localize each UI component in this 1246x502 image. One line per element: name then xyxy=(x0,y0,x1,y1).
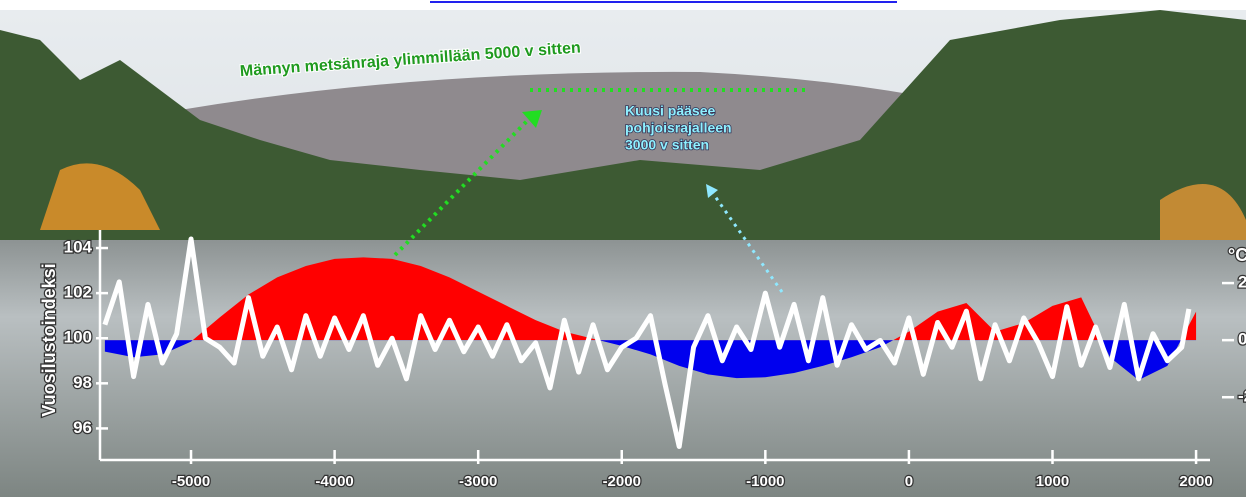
chart: -5000-4000-3000-2000-1000010002000969810… xyxy=(0,0,1246,497)
x-tick-label: 0 xyxy=(905,473,913,490)
y-tick-label: 104 xyxy=(64,238,93,257)
y-tick-label: 100 xyxy=(64,328,92,347)
y-tick-label: 96 xyxy=(73,418,92,437)
y-tick-label: 102 xyxy=(64,283,92,302)
annotation-line: Kuusi pääsee xyxy=(625,103,715,119)
annotation-line: 3000 v sitten xyxy=(625,137,709,153)
y2-tick-label: -2 xyxy=(1238,387,1246,406)
page: -5000-4000-3000-2000-1000010002000969810… xyxy=(0,0,1246,497)
x-tick-label: 2000 xyxy=(1179,473,1212,490)
x-tick-label: -5000 xyxy=(172,473,210,490)
annotation-line: pohjoisrajalleen xyxy=(625,120,732,136)
x-tick-label: -2000 xyxy=(603,473,641,490)
x-tick-label: -4000 xyxy=(315,473,353,490)
y2-tick-label: 2 xyxy=(1238,273,1246,292)
y2-axis-label: °C xyxy=(1228,245,1246,265)
y2-tick-label: 0 xyxy=(1238,330,1246,349)
x-tick-label: 1000 xyxy=(1036,473,1069,490)
y-tick-label: 98 xyxy=(73,373,92,392)
y-axis-label: Vuosilustoindeksi xyxy=(39,263,59,416)
x-tick-label: -3000 xyxy=(459,473,497,490)
x-tick-label: -1000 xyxy=(746,473,784,490)
